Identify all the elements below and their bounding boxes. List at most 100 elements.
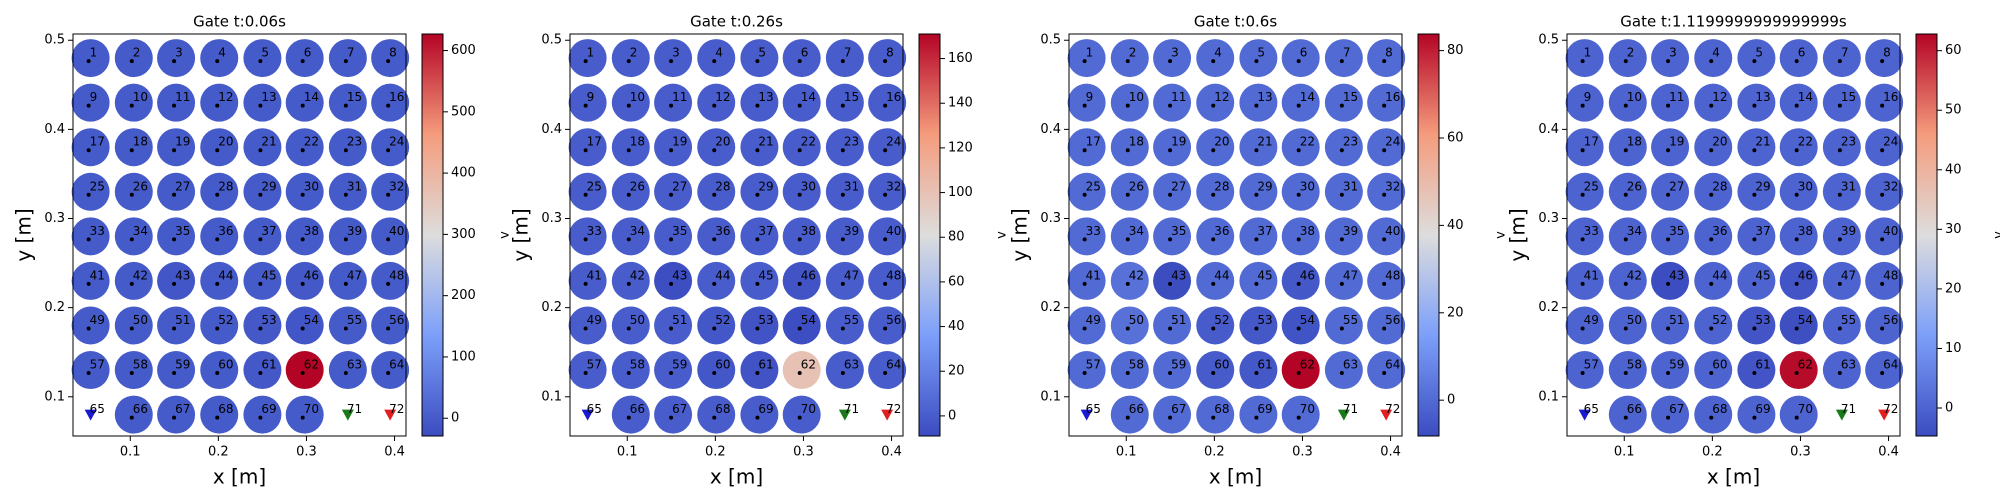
node-circle: [868, 261, 907, 300]
node-label: 46: [304, 268, 319, 282]
node-label: 46: [1300, 268, 1315, 282]
node-circle: [1281, 172, 1320, 211]
colorbar-tick-label: 0: [948, 408, 956, 423]
node-label: 13: [1257, 90, 1272, 104]
node-circle: [114, 172, 153, 211]
node-label: 7: [1343, 46, 1351, 60]
node-dot: [343, 326, 348, 331]
node-dot: [1709, 281, 1714, 286]
node-label: 58: [630, 358, 645, 372]
y-axis-label: y [m]: [1506, 208, 1530, 261]
node-dot: [797, 326, 802, 331]
node-dot: [583, 103, 588, 108]
node-circle: [1565, 351, 1604, 390]
node-dot: [1339, 59, 1344, 64]
node-label: 47: [347, 268, 362, 282]
node-circle: [868, 351, 907, 390]
node-circle: [1281, 351, 1320, 390]
node-circle: [157, 395, 196, 434]
node-dot: [755, 237, 760, 242]
node-dot: [1339, 192, 1344, 197]
node-label: 26: [1627, 179, 1642, 193]
node-dot: [172, 415, 177, 420]
node-dot: [343, 371, 348, 376]
node-dot: [1382, 371, 1387, 376]
node-label: 59: [1171, 358, 1186, 372]
node-label: 60: [1214, 358, 1229, 372]
node-dot: [1082, 281, 1087, 286]
node-circle: [285, 172, 324, 211]
node-label: 29: [758, 179, 773, 193]
node-circle: [71, 217, 110, 256]
node-dot: [883, 281, 888, 286]
node-circle: [71, 261, 110, 300]
node-label: 9: [587, 90, 595, 104]
node-dot: [386, 371, 391, 376]
node-circle: [1779, 351, 1818, 390]
node-circle: [1196, 172, 1235, 211]
node-circle: [868, 172, 907, 211]
node-dot: [669, 237, 674, 242]
node-dot: [583, 281, 588, 286]
node-circle: [1067, 172, 1106, 211]
colorbar-tick-label: 120: [948, 140, 973, 155]
colorbar-label: v: [995, 231, 1010, 239]
node-circle: [1239, 351, 1278, 390]
node-label: 7: [347, 46, 355, 60]
node-label: 54: [1798, 313, 1813, 327]
node-label: 11: [175, 90, 190, 104]
node-label: 41: [1584, 268, 1599, 282]
node-circle: [157, 261, 196, 300]
node-dot: [1168, 103, 1173, 108]
node-dot: [1211, 103, 1216, 108]
colorbar-tick-label: 600: [451, 43, 476, 58]
node-circle: [697, 261, 736, 300]
node-label: 40: [886, 224, 901, 238]
node-label: 66: [630, 402, 645, 416]
node-dot: [1125, 371, 1130, 376]
node-dot: [1125, 192, 1130, 197]
node-circle: [1865, 39, 1904, 78]
node-circle: [782, 217, 821, 256]
node-label: 58: [133, 358, 148, 372]
colorbar-tick-label: 0: [1447, 393, 1455, 408]
node-circle: [740, 39, 779, 78]
node-dot: [883, 371, 888, 376]
node-label: 53: [1257, 313, 1272, 327]
node-marker: [1835, 409, 1848, 421]
node-circle: [157, 128, 196, 167]
node-dot: [1666, 59, 1671, 64]
node-dot: [86, 103, 91, 108]
node-circle: [1865, 172, 1904, 211]
node-label: 34: [630, 224, 645, 238]
node-circle: [1281, 306, 1320, 345]
node-circle: [568, 217, 607, 256]
node-label: 56: [1883, 313, 1898, 327]
node-label: 67: [1669, 402, 1684, 416]
node-dot: [755, 326, 760, 331]
node-dot: [129, 415, 134, 420]
node-circle: [200, 39, 239, 78]
node-dot: [300, 59, 305, 64]
node-marker: [1878, 409, 1891, 421]
colorbar-tick-label: 30: [1945, 222, 1962, 237]
node-label: 20: [715, 135, 730, 149]
node-circle: [1367, 351, 1406, 390]
node-dot: [129, 237, 134, 242]
node-circle: [1865, 83, 1904, 122]
colorbar-tick-label: 40: [948, 319, 965, 334]
node-dot: [1296, 192, 1301, 197]
node-label: 40: [389, 224, 404, 238]
node-circle: [328, 128, 367, 167]
node-dot: [1752, 103, 1757, 108]
node-circle: [71, 83, 110, 122]
y-tick-label: 0.4: [1040, 122, 1061, 137]
node-circle: [1822, 217, 1861, 256]
node-circle: [1608, 395, 1647, 434]
node-dot: [1168, 415, 1173, 420]
node-dot: [626, 281, 631, 286]
node-label: 5: [1755, 46, 1763, 60]
node-label: 5: [261, 46, 269, 60]
node-label: 31: [1841, 179, 1856, 193]
node-circle: [328, 39, 367, 78]
